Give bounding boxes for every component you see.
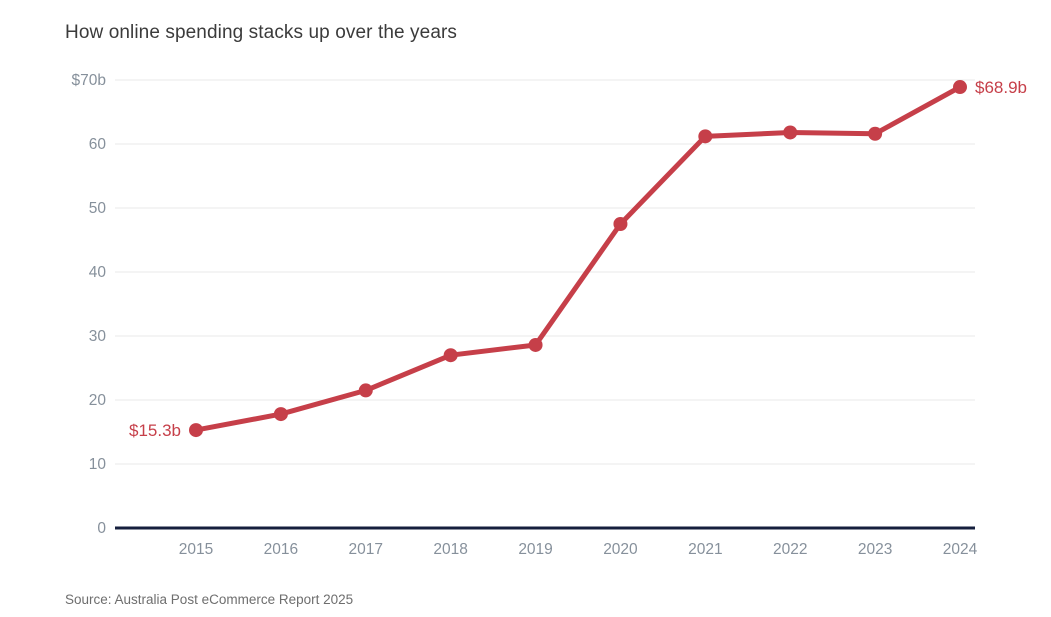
y-tick-label: 40 bbox=[89, 264, 107, 281]
x-tick-label: 2019 bbox=[518, 541, 552, 558]
source-note: Source: Australia Post eCommerce Report … bbox=[65, 592, 354, 607]
data-point[interactable] bbox=[189, 423, 203, 438]
y-tick-label: 10 bbox=[89, 456, 107, 473]
first-point-label: $15.3b bbox=[129, 421, 181, 440]
x-tick-label: 2015 bbox=[179, 541, 213, 558]
y-tick-label: 30 bbox=[89, 328, 107, 345]
x-tick-label: 2018 bbox=[433, 541, 467, 558]
x-tick-label: 2021 bbox=[688, 541, 722, 558]
y-tick-label: 20 bbox=[89, 392, 107, 409]
y-tick-label: 50 bbox=[89, 200, 107, 217]
data-point[interactable] bbox=[613, 217, 628, 231]
chart-title: How online spending stacks up over the y… bbox=[65, 22, 458, 43]
x-tick-label: 2024 bbox=[943, 541, 978, 558]
y-tick-label: $70b bbox=[72, 72, 106, 89]
x-tick-label: 2016 bbox=[264, 541, 298, 558]
x-tick-label: 2020 bbox=[603, 541, 638, 558]
y-tick-label: 0 bbox=[97, 520, 106, 537]
data-point[interactable] bbox=[528, 337, 543, 352]
x-tick-label: 2023 bbox=[858, 541, 892, 558]
data-point[interactable] bbox=[273, 407, 288, 422]
data-point[interactable] bbox=[358, 383, 373, 398]
data-point[interactable] bbox=[698, 129, 713, 144]
spending-line bbox=[193, 84, 963, 433]
last-point-label: $68.9b bbox=[975, 78, 1027, 97]
data-point[interactable] bbox=[953, 80, 967, 95]
x-tick-label: 2017 bbox=[349, 541, 383, 558]
data-point[interactable] bbox=[443, 348, 458, 363]
y-tick-label: 60 bbox=[89, 136, 107, 153]
data-point[interactable] bbox=[783, 125, 798, 140]
data-point[interactable] bbox=[868, 126, 883, 141]
x-tick-label: 2022 bbox=[773, 541, 807, 558]
